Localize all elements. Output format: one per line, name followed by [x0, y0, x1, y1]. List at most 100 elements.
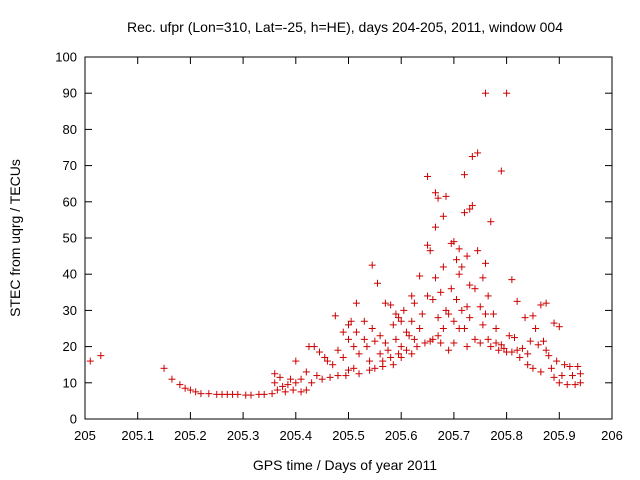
data-point: [513, 346, 521, 354]
data-point: [389, 321, 397, 329]
data-point: [492, 325, 500, 332]
data-point: [426, 247, 434, 255]
data-point: [97, 352, 105, 360]
data-point: [347, 317, 355, 325]
data-point: [471, 285, 479, 293]
data-point: [497, 341, 505, 349]
data-point: [463, 343, 471, 351]
data-point: [397, 343, 405, 351]
data-point: [345, 366, 352, 374]
data-point: [503, 89, 511, 97]
data-point: [366, 357, 374, 365]
data-point: [460, 171, 468, 179]
data-point: [471, 335, 479, 343]
y-axis-label: STEC from uqrg / TECUs: [7, 159, 23, 317]
data-point: [416, 272, 424, 280]
data-point: [466, 281, 474, 289]
data-point: [497, 167, 505, 175]
y-tick-label: 40: [63, 267, 77, 282]
data-point: [487, 343, 495, 351]
x-tick-label: 205.1: [121, 428, 154, 443]
data-point: [439, 212, 447, 220]
data-point: [482, 259, 490, 267]
data-point: [429, 335, 437, 343]
data-point: [339, 328, 347, 336]
y-tick-label: 80: [63, 122, 77, 137]
data-point: [329, 361, 337, 369]
data-point: [260, 390, 268, 398]
data-point: [434, 332, 442, 340]
data-point: [550, 373, 558, 381]
data-point: [482, 310, 490, 318]
data-point: [381, 299, 389, 307]
data-point: [279, 382, 287, 390]
data-point: [273, 386, 281, 394]
data-point: [439, 263, 447, 271]
y-tick-label: 20: [63, 339, 77, 354]
x-tick-label: 205: [74, 428, 96, 443]
data-point: [418, 310, 426, 318]
data-point: [450, 339, 458, 347]
data-point: [389, 361, 397, 369]
data-point: [437, 339, 445, 347]
data-point: [521, 314, 529, 322]
data-point: [363, 343, 371, 351]
data-point: [455, 270, 463, 278]
data-point: [447, 285, 455, 293]
data-point: [561, 361, 569, 369]
data-point: [524, 350, 532, 358]
data-point: [366, 366, 374, 374]
x-tick-label: 205.7: [438, 428, 471, 443]
data-point: [350, 343, 358, 351]
data-point: [508, 276, 516, 284]
data-point: [545, 352, 553, 360]
data-point: [474, 149, 482, 157]
data-point: [408, 292, 416, 300]
data-point: [468, 153, 476, 161]
data-point: [524, 361, 532, 369]
data-point: [368, 261, 376, 269]
data-point: [392, 335, 400, 343]
data-point: [479, 274, 487, 282]
data-point: [302, 386, 310, 394]
data-point: [458, 263, 466, 271]
data-point: [479, 321, 487, 329]
data-point: [376, 332, 384, 340]
data-point: [352, 299, 360, 307]
data-point: [576, 370, 584, 378]
data-point: [505, 332, 513, 340]
data-point: [402, 328, 410, 336]
y-tick-label: 0: [70, 412, 77, 427]
data-point: [442, 192, 450, 200]
data-point: [482, 89, 490, 97]
data-point: [434, 194, 442, 202]
data-point: [205, 390, 213, 398]
data-point: [234, 390, 242, 398]
x-tick-label: 205.6: [385, 428, 418, 443]
data-point: [402, 346, 410, 354]
data-point: [487, 218, 495, 226]
data-point: [429, 296, 437, 304]
data-point: [416, 325, 424, 332]
data-point: [410, 299, 418, 307]
data-point: [537, 301, 545, 309]
data-point: [526, 337, 534, 345]
y-tick-label: 100: [55, 50, 77, 65]
y-axis-ticks: 0 10 20 30 40 50 60 70 80 90 100: [55, 50, 612, 427]
data-point: [395, 350, 403, 358]
data-point: [550, 319, 558, 327]
data-point: [408, 317, 416, 325]
data-point: [397, 317, 405, 325]
plot-frame: [84, 56, 613, 420]
data-point: [445, 310, 453, 318]
data-point: [408, 350, 416, 358]
x-tick-label: 205.4: [280, 428, 313, 443]
x-tick-label: 205.2: [174, 428, 207, 443]
data-point: [542, 299, 550, 307]
data-point: [350, 364, 358, 372]
data-point: [395, 314, 403, 322]
data-point: [381, 339, 389, 347]
data-point: [371, 337, 379, 345]
data-point: [463, 252, 471, 260]
data-point: [287, 375, 295, 383]
